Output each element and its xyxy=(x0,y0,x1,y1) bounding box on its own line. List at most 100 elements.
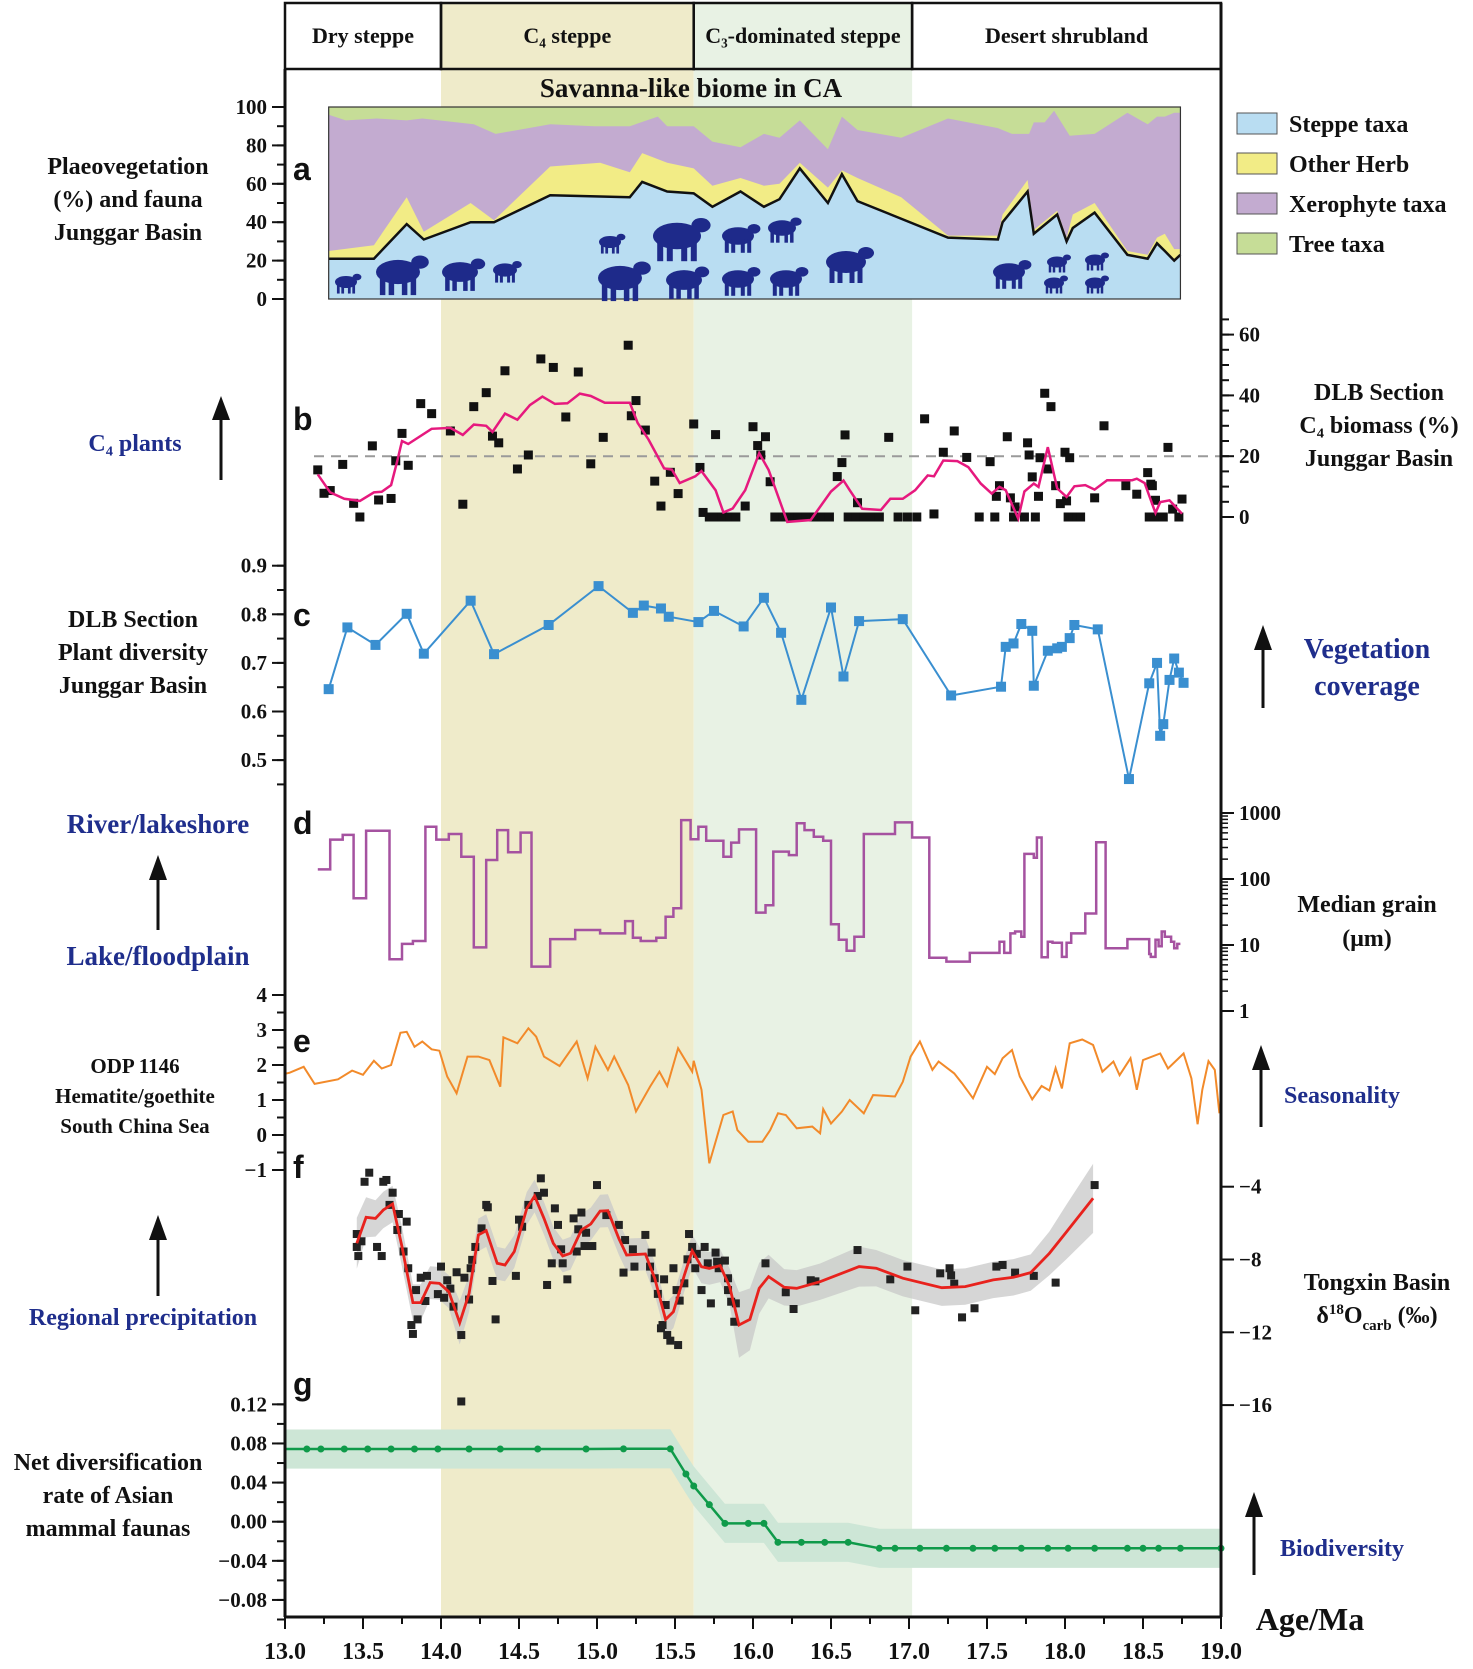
y-tick-label: 3 xyxy=(257,1018,268,1042)
data-point xyxy=(593,1181,601,1190)
data-point xyxy=(675,1296,684,1305)
data-point xyxy=(886,1275,895,1284)
data-point xyxy=(588,1242,597,1251)
data-point xyxy=(1155,1544,1163,1552)
data-point xyxy=(945,1264,954,1273)
data-point xyxy=(557,1245,566,1254)
data-point xyxy=(580,1242,589,1251)
y-tick-label: −0.04 xyxy=(218,1549,267,1573)
data-point xyxy=(843,512,853,522)
data-point xyxy=(349,498,359,508)
legend-swatch xyxy=(1236,192,1278,215)
leg xyxy=(731,239,736,253)
head xyxy=(694,266,710,278)
data-point xyxy=(793,512,803,522)
animal-silhouette-icon xyxy=(442,258,486,291)
leg xyxy=(610,282,617,302)
panel-letter-g: g xyxy=(293,1366,313,1402)
x-tick-label: 14.0 xyxy=(420,1639,462,1665)
x-tick-label: 14.5 xyxy=(498,1639,540,1665)
data-point xyxy=(761,1259,770,1268)
data-point xyxy=(1063,512,1073,522)
legend: Steppe taxa Other Herb Xerophyte taxa Tree … xyxy=(1236,112,1447,258)
data-point xyxy=(457,1331,466,1340)
data-point xyxy=(534,1445,542,1453)
steppe-boundary-line xyxy=(328,166,1182,263)
data-point xyxy=(586,459,596,469)
data-point xyxy=(416,1273,425,1282)
data-point xyxy=(1139,1544,1147,1552)
data-point xyxy=(893,512,903,522)
data-point xyxy=(811,1277,820,1286)
data-point xyxy=(724,1274,733,1283)
leg xyxy=(770,230,774,243)
leg xyxy=(676,283,681,299)
data-point xyxy=(691,1264,700,1273)
data-point xyxy=(1144,512,1154,522)
seasonality-label: Seasonality xyxy=(1284,1083,1400,1109)
data-point xyxy=(1174,512,1184,522)
data-point xyxy=(656,501,666,511)
delta: δ xyxy=(1316,1303,1328,1329)
data-point xyxy=(920,414,930,424)
body xyxy=(653,222,701,250)
data-point xyxy=(700,1242,709,1251)
body xyxy=(993,263,1025,281)
data-point xyxy=(593,581,604,592)
leg xyxy=(1090,285,1094,294)
y-tick-label: −12 xyxy=(1239,1320,1272,1344)
y-tick-label: 60 xyxy=(1239,323,1260,347)
tongxin-basin-label: Tongxin Basin xyxy=(1304,1270,1451,1296)
data-point xyxy=(974,512,984,522)
data-point xyxy=(340,1445,348,1453)
data-point xyxy=(1017,1544,1025,1552)
y-tick-label: 100 xyxy=(1239,867,1271,891)
y-tick-label: 0.9 xyxy=(241,554,267,578)
confidence-band xyxy=(285,1429,1221,1568)
data-point xyxy=(874,512,884,522)
animal-silhouette-icon xyxy=(335,273,362,294)
data-point xyxy=(942,1544,950,1552)
panel-letter-c: c xyxy=(293,597,311,633)
panel-letter-b: b xyxy=(293,401,313,437)
y-tick-label: 1000 xyxy=(1239,801,1281,825)
leg xyxy=(1045,285,1049,294)
body xyxy=(768,220,796,236)
leg xyxy=(779,282,784,296)
data-point xyxy=(1002,432,1012,442)
data-point xyxy=(491,1315,500,1324)
data-point xyxy=(938,447,948,457)
data-point xyxy=(1150,495,1160,505)
x-tick-label: 16.5 xyxy=(810,1639,852,1665)
data-point xyxy=(661,1301,670,1309)
river-lakeshore-label: River/lakeshore xyxy=(67,809,249,839)
legend-label: Steppe taxa xyxy=(1289,112,1408,138)
data-point xyxy=(672,1286,681,1295)
data-point xyxy=(1123,774,1134,785)
body xyxy=(442,262,478,282)
c-left-label: Junggar Basin xyxy=(59,673,207,699)
data-point xyxy=(711,430,721,440)
leg xyxy=(1062,264,1066,273)
y-tick-label: 0 xyxy=(257,287,268,311)
data-point xyxy=(1033,491,1043,501)
data-point xyxy=(706,1299,715,1308)
data-point xyxy=(354,1252,363,1261)
panel-g-diversification xyxy=(285,1429,1225,1568)
data-point xyxy=(698,507,708,517)
y-tick-label: −4 xyxy=(1239,1175,1262,1199)
leg xyxy=(731,282,736,296)
data-point xyxy=(511,1271,520,1280)
data-point xyxy=(1046,402,1056,412)
data-point xyxy=(573,367,583,377)
data-point xyxy=(457,1397,466,1406)
data-point xyxy=(1060,447,1070,457)
animal-silhouette-icon xyxy=(599,233,626,254)
data-point xyxy=(407,1321,416,1330)
data-point xyxy=(760,1519,768,1527)
data-point xyxy=(367,441,377,451)
data-point xyxy=(1064,633,1075,644)
data-point xyxy=(776,627,787,638)
data-point xyxy=(806,1276,815,1285)
data-point xyxy=(669,1264,678,1273)
